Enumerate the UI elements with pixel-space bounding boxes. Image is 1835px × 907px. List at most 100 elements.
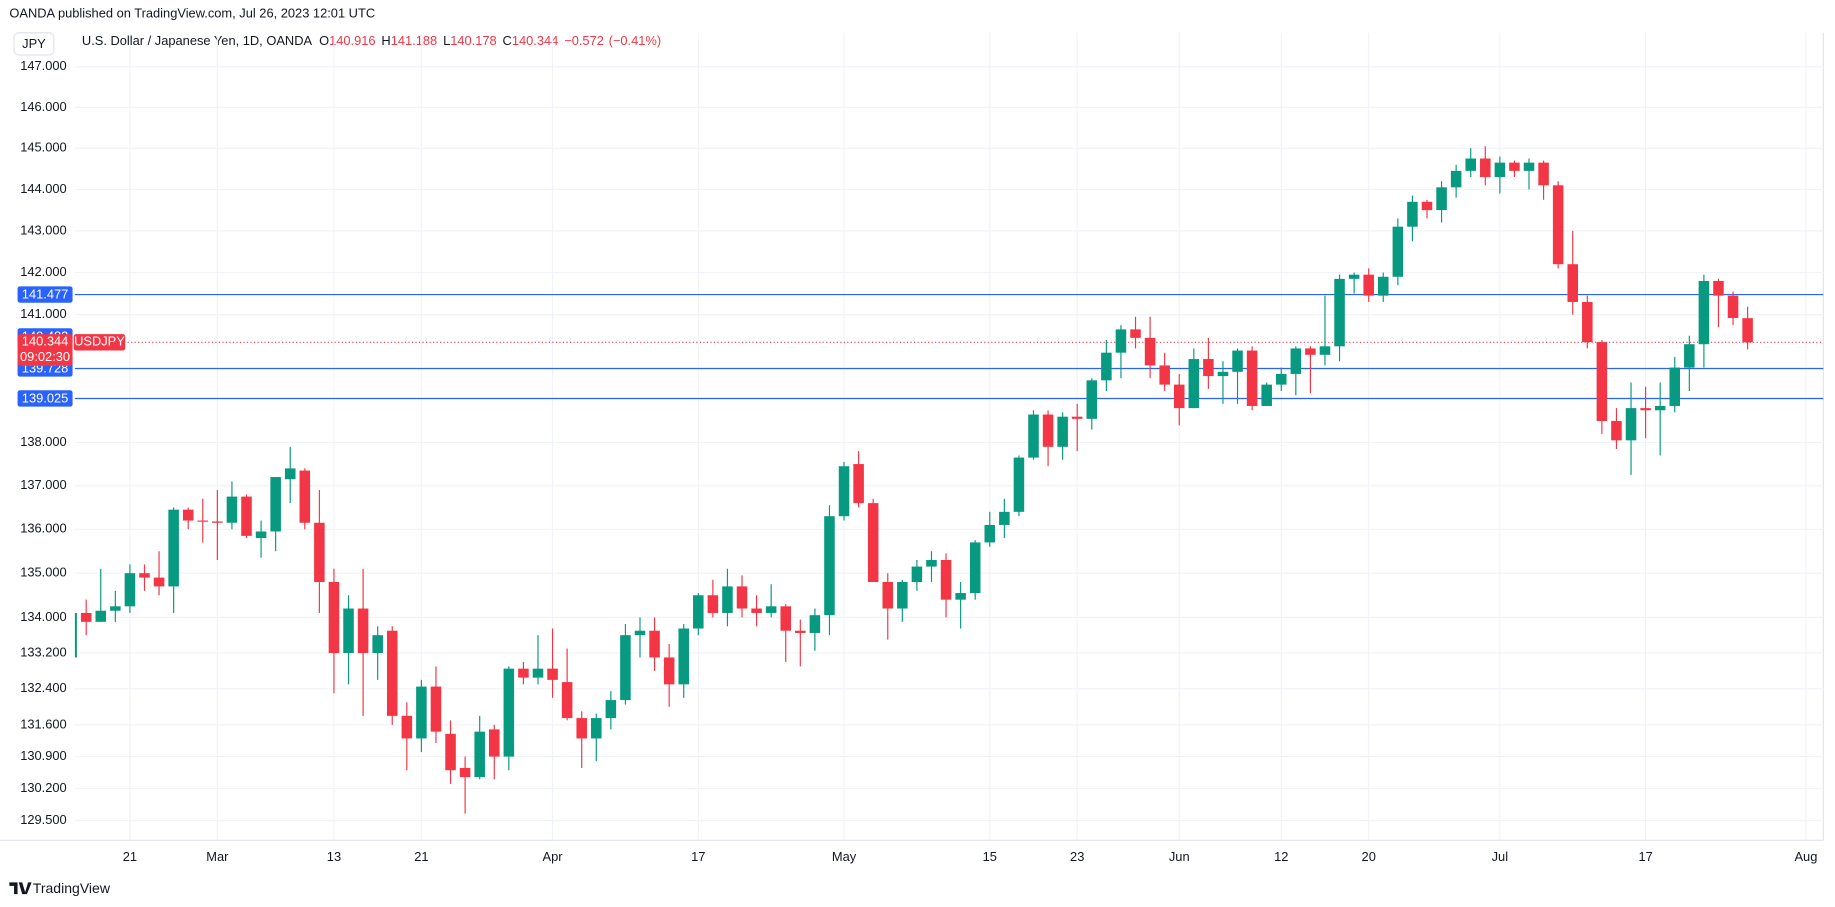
y-tick-label: 130.900: [20, 748, 66, 763]
y-tick-label: 145.000: [20, 140, 66, 155]
candle-body: [1378, 276, 1389, 296]
y-tick-label: 135.000: [20, 565, 66, 580]
candle-body: [212, 521, 223, 523]
candle-body: [1552, 185, 1564, 265]
currency-button[interactable]: [13, 32, 55, 56]
x-tick-label: Apr: [543, 849, 564, 864]
candle-body: [897, 581, 908, 609]
candle-body: [1596, 342, 1608, 421]
x-tick-label: Mar: [206, 849, 229, 864]
candle-body: [110, 606, 121, 611]
candle-body: [1348, 274, 1360, 279]
candle-body: [1217, 371, 1229, 377]
candle-body: [1582, 301, 1593, 343]
candle-body: [1494, 162, 1506, 178]
candle-body: [241, 496, 252, 536]
candle-body: [1086, 380, 1098, 419]
y-tick-label: 133.200: [20, 644, 66, 659]
candle-body: [576, 718, 587, 739]
x-tick-label: Jul: [1492, 849, 1508, 864]
candle-body: [255, 531, 267, 539]
candle-body: [911, 566, 923, 582]
level-tag-label: 139.025: [22, 390, 68, 405]
candle-body: [751, 608, 762, 613]
symbol-tag: [73, 334, 126, 351]
candle-body: [1392, 226, 1404, 277]
y-tick-label: 130.200: [20, 780, 66, 795]
candle-body: [1640, 408, 1651, 411]
y-tick-label: 132.400: [20, 680, 66, 695]
candle-body: [1669, 367, 1681, 406]
y-tick-label: 137.000: [20, 477, 66, 492]
candle-body: [1319, 346, 1331, 355]
candle-body: [1436, 187, 1447, 211]
candle-body: [124, 573, 136, 607]
candle-body: [343, 608, 354, 654]
ohlc-value: 140.344: [512, 34, 558, 49]
candle-body: [1567, 264, 1578, 302]
y-tick-label: 142.000: [20, 264, 66, 279]
candle-body: [401, 715, 413, 739]
candle-body: [591, 718, 602, 739]
ohlc-key: O: [319, 34, 329, 49]
y-tick-label: 134.000: [20, 609, 66, 624]
candle-body: [1654, 405, 1666, 411]
y-tick-label: 138.000: [20, 434, 66, 449]
footer-logo: TradingView: [9, 880, 111, 896]
candle-body: [780, 606, 792, 631]
ohlc-key: H: [381, 34, 390, 49]
countdown: 09:02:30: [20, 349, 70, 364]
x-tick-label: 13: [327, 849, 341, 864]
x-tick-label: 20: [1362, 849, 1376, 864]
candle-body: [95, 610, 107, 622]
candle-body: [372, 635, 383, 654]
change-percent: (−0.41%): [609, 34, 662, 49]
candle-body: [284, 468, 296, 480]
candle-body: [503, 668, 515, 757]
candle-body: [153, 577, 165, 587]
candle-body: [1698, 280, 1710, 345]
candle-body: [1173, 384, 1185, 409]
candle-body: [736, 586, 748, 609]
candle-body: [74, 612, 77, 658]
candle-body: [1101, 352, 1112, 381]
y-tick-label: 144.000: [20, 181, 66, 196]
currency-button-label[interactable]: JPY: [22, 36, 46, 51]
candle-body: [1130, 329, 1141, 338]
candle-body: [620, 635, 631, 701]
candle-body: [197, 520, 209, 522]
candle-body: [1144, 337, 1156, 366]
candle-body: [693, 595, 704, 629]
candle-body: [1450, 170, 1462, 188]
footer-brand: TradingView: [33, 880, 111, 896]
x-tick-label: 12: [1274, 849, 1288, 864]
candle-body: [518, 668, 529, 678]
levels: [74, 293, 1824, 400]
candle-body: [270, 477, 281, 532]
candle-body: [1509, 162, 1520, 171]
candle-body: [678, 628, 689, 685]
candle-body: [1275, 373, 1287, 385]
y-tick-label: 143.000: [20, 222, 66, 237]
price-tag: [17, 334, 73, 366]
candle-body: [663, 657, 675, 685]
candle-body: [1684, 344, 1695, 368]
candle-body: [1363, 274, 1374, 296]
candle-body: [1188, 359, 1200, 409]
x-tick-label: 21: [123, 849, 137, 864]
candle-body: [1465, 158, 1476, 171]
candle-body: [867, 503, 879, 582]
axis-labels: 147.000 146.000 145.000 144.000 143.000 142.0…: [17, 58, 1817, 864]
candle-body: [80, 612, 92, 622]
candle-body: [707, 595, 719, 613]
candle-body: [1261, 384, 1272, 406]
ohlc-value: 140.916: [329, 34, 375, 49]
x-tick-label: 17: [1638, 849, 1652, 864]
symbol-tag-label: USDJPY: [74, 334, 125, 349]
candle-body: [1115, 329, 1127, 353]
candle-body: [605, 700, 617, 719]
grid: [74, 32, 1824, 841]
candle-body: [722, 586, 733, 613]
candle-body: [416, 686, 427, 739]
candle-body: [838, 466, 850, 517]
